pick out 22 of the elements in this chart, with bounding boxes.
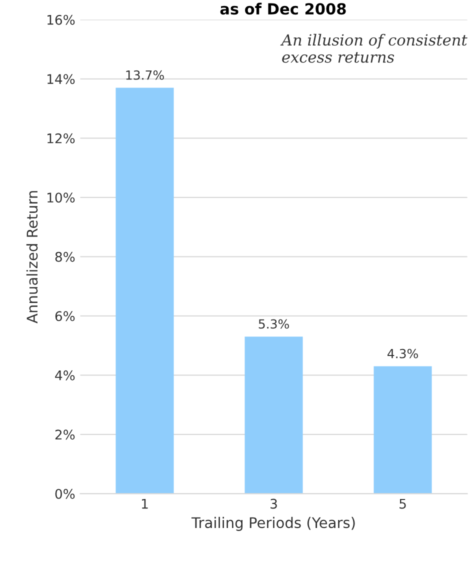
- y-tick-label: 16%: [48, 14, 75, 25]
- y-tick-label: 4%: [55, 370, 75, 380]
- x-tick-label: 5: [400, 498, 406, 509]
- y-tick-label: 2%: [55, 430, 75, 440]
- x-tick-label: 1: [142, 498, 148, 509]
- y-tick-label: 14%: [48, 74, 75, 84]
- x-tick-label: 3: [270, 498, 277, 509]
- bar: [374, 366, 432, 494]
- data-label: 4.3%: [388, 348, 418, 358]
- bar: [244, 336, 303, 494]
- y-tick-label: 6%: [55, 311, 75, 322]
- annotation: An illusion of consistent excess returns: [280, 34, 468, 63]
- x-axis-title: Trailing Periods (Years): [191, 516, 355, 531]
- y-tick-label: 8%: [55, 252, 75, 262]
- chart-title: as of Dec 2008: [220, 2, 346, 15]
- y-tick-label: 0%: [55, 488, 75, 499]
- data-label: 13.7%: [126, 70, 164, 80]
- y-tick-label: 12%: [48, 133, 75, 144]
- data-label: 5.3%: [258, 319, 289, 329]
- y-tick-label: 10%: [48, 192, 75, 203]
- y-axis-title: Annualized Return: [26, 191, 38, 324]
- bar: [116, 88, 174, 494]
